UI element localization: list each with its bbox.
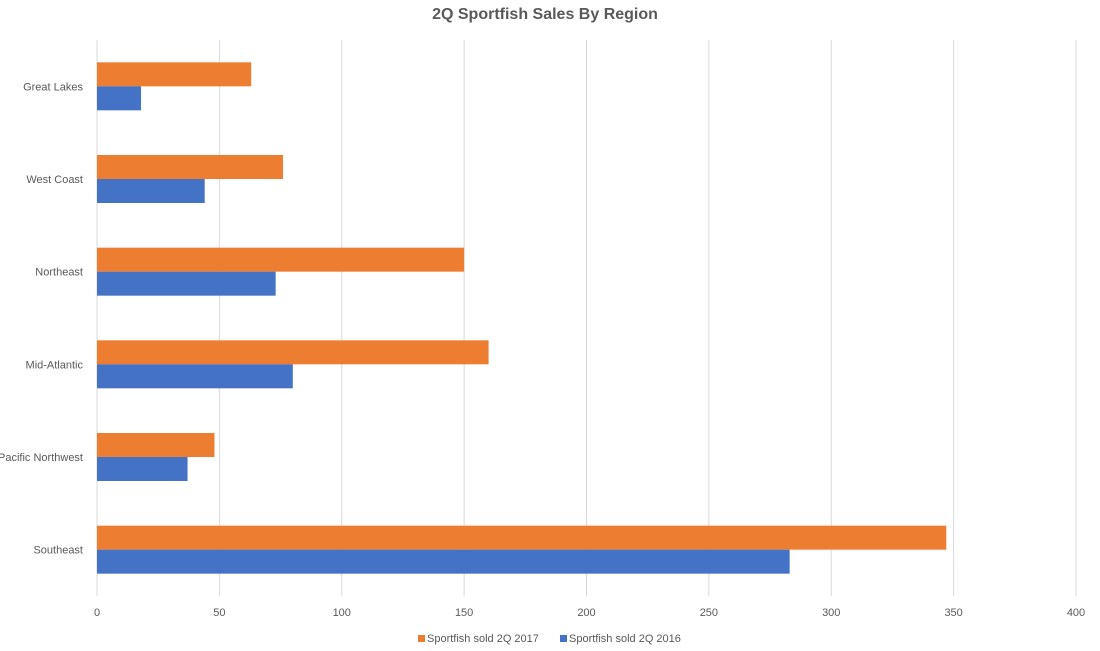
bar	[97, 549, 790, 574]
legend-swatch	[418, 635, 425, 642]
bar	[97, 340, 489, 365]
x-axis-tick-labels: 0 50 100 150 200 250 300 350 400	[94, 607, 1085, 619]
category-label: Pacific Northwest	[0, 452, 83, 464]
x-tick-label: 400	[1067, 607, 1085, 619]
legend: Sportfish sold 2Q 2017 Sportfish sold 2Q …	[418, 633, 681, 645]
legend-label: Sportfish sold 2Q 2017	[427, 633, 539, 645]
x-tick-label: 0	[94, 607, 100, 619]
bar	[97, 179, 205, 203]
legend-label: Sportfish sold 2Q 2016	[569, 633, 681, 645]
bar	[97, 525, 947, 550]
legend-swatch	[560, 635, 567, 642]
x-tick-label: 200	[577, 607, 595, 619]
category-label: West Coast	[26, 174, 83, 186]
bar	[97, 86, 142, 111]
bar	[97, 457, 188, 481]
bar	[97, 62, 252, 87]
x-tick-label: 50	[213, 607, 225, 619]
gridlines	[96, 40, 1077, 596]
bars	[97, 62, 947, 574]
bar	[97, 433, 215, 457]
x-tick-label: 250	[700, 607, 718, 619]
category-labels: Great Lakes West Coast Northeast Mid-Atlant…	[0, 81, 83, 556]
category-label: Mid-Atlantic	[26, 359, 84, 371]
x-tick-label: 150	[455, 607, 473, 619]
category-label: Southeast	[33, 545, 83, 557]
bar	[97, 364, 293, 389]
x-tick-label: 300	[822, 607, 840, 619]
bar	[97, 271, 276, 296]
bar	[97, 155, 284, 179]
chart-title: 2Q Sportfish Sales By Region	[432, 6, 658, 23]
x-tick-label: 100	[333, 607, 351, 619]
category-label: Great Lakes	[23, 81, 83, 93]
category-label: Northeast	[35, 267, 83, 279]
bar	[97, 247, 465, 272]
x-tick-label: 350	[944, 607, 962, 619]
